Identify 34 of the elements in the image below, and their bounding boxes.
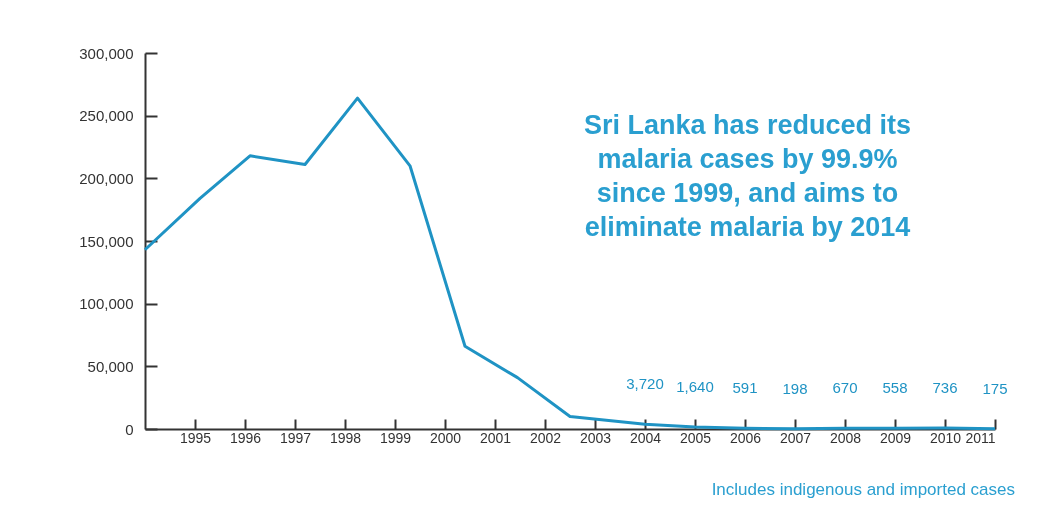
- y-tick-label: 150,000: [79, 232, 134, 250]
- data-label: 736: [932, 379, 958, 397]
- x-tick-label: 2002: [529, 429, 562, 446]
- y-tick-label: 250,000: [79, 107, 134, 125]
- y-tick-label: 200,000: [79, 169, 134, 187]
- data-label: 1,640: [676, 377, 714, 395]
- x-tick-label: 2010: [929, 429, 962, 446]
- x-tick-label: 1998: [329, 429, 362, 446]
- data-label: 591: [732, 379, 758, 397]
- data-label: 3,720: [626, 375, 664, 393]
- y-tick-label: 300,000: [79, 44, 134, 62]
- x-tick-label: 2005: [679, 429, 712, 446]
- data-label: 198: [782, 379, 808, 397]
- x-tick-label: 2000: [429, 429, 462, 446]
- x-tick-label: 2004: [629, 429, 662, 446]
- x-tick-label: 2008: [829, 429, 862, 446]
- x-tick-label: 1999: [379, 429, 412, 446]
- x-tick-label: 2006: [729, 429, 762, 446]
- y-tick-label: 100,000: [79, 295, 134, 313]
- data-label: 558: [882, 379, 908, 397]
- y-tick-label: 50,000: [87, 357, 134, 375]
- x-tick-label: 1996: [229, 429, 262, 446]
- y-tick-label: 0: [125, 420, 134, 438]
- x-tick-label: 2007: [779, 429, 812, 446]
- annotation: Sri Lanka has reduced its malaria cases by 99.9% since 1999, and aims to eliminate malaria by 2014: [582, 109, 913, 244]
- x-tick-label: 2009: [879, 429, 912, 446]
- data-label: 175: [982, 379, 1008, 397]
- x-tick-label: 1995: [179, 429, 212, 446]
- x-tick-label: 2011: [965, 429, 996, 446]
- x-tick-label: 2001: [479, 429, 512, 446]
- x-tick-label: 1997: [279, 429, 312, 446]
- text: Includes indigenous and imported cases: [710, 480, 1015, 500]
- x-tick-label: 2003: [579, 429, 612, 446]
- data-label: 670: [832, 379, 858, 397]
